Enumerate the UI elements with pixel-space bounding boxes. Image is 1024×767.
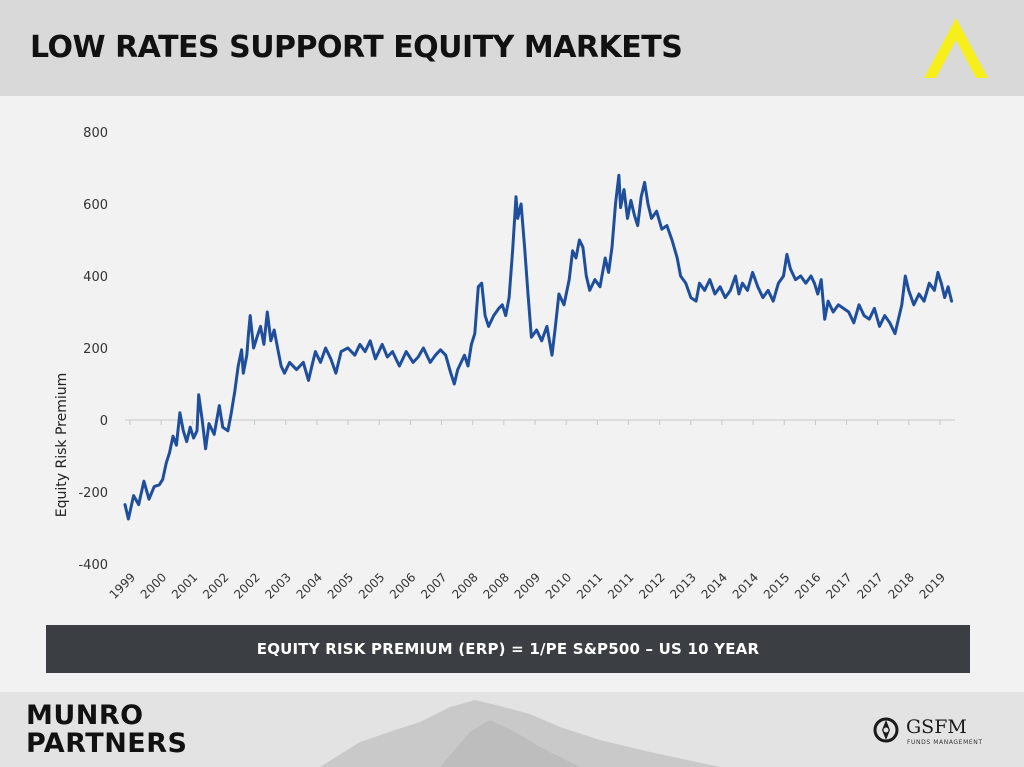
x-tick-label: 2007: [418, 570, 449, 601]
x-tick-label: 2018: [885, 570, 916, 601]
x-tick-label: 2000: [138, 570, 169, 601]
y-tick-label: -400: [78, 558, 108, 573]
y-tick-label: 600: [83, 198, 108, 213]
formula-text: EQUITY RISK PREMIUM (ERP) = 1/PE S&P500 …: [256, 640, 760, 658]
x-tick-label: 2010: [543, 570, 574, 601]
x-tick-label: 2012: [636, 570, 667, 601]
x-tick-label: 1999: [107, 570, 138, 601]
x-tick-label: 2003: [262, 570, 293, 601]
y-axis-label: Equity Risk Premium: [54, 373, 70, 517]
x-tick-label: 2006: [387, 570, 418, 601]
footer-bar: MUNRO PARTNERS GSFM FUNDS MANAGEMENT: [0, 692, 1024, 767]
x-tick-label: 2005: [325, 570, 356, 601]
x-tick-label: 2017: [854, 570, 885, 601]
munro-logo-line2: PARTNERS: [26, 728, 188, 759]
x-tick-label: 2011: [605, 570, 636, 601]
x-tick-label: 2008: [449, 570, 480, 601]
x-tick-label: 2001: [169, 570, 200, 601]
x-tick-label: 2002: [231, 570, 262, 601]
x-tick-label: 2002: [200, 570, 231, 601]
x-tick-label: 2004: [294, 570, 325, 601]
x-tick-label: 2016: [792, 570, 823, 601]
x-tick-label: 2005: [356, 570, 387, 601]
formula-banner: EQUITY RISK PREMIUM (ERP) = 1/PE S&P500 …: [46, 625, 970, 673]
y-tick-label: -200: [78, 486, 108, 501]
y-tick-label: 200: [83, 342, 108, 357]
chart-area: Equity Risk Premium 800 600 400 200 0 -200 -40…: [0, 96, 1024, 692]
gsfm-logo: GSFM FUNDS MANAGEMENT: [872, 714, 984, 750]
erp-line-chart: Equity Risk Premium 8006004002000-200-40…: [54, 126, 955, 602]
x-tick-label: 2017: [823, 570, 854, 601]
series-line: [123, 173, 954, 521]
x-tick-label: 2011: [574, 570, 605, 601]
mountain-background-image: [320, 700, 720, 767]
gsfm-name: GSFM: [906, 716, 967, 738]
x-tick-label: 2013: [667, 570, 698, 601]
x-tick-label: 2014: [699, 570, 730, 601]
header-bar: LOW RATES SUPPORT EQUITY MARKETS: [0, 0, 1024, 96]
y-tick-label: 400: [83, 270, 108, 285]
page-title: LOW RATES SUPPORT EQUITY MARKETS: [30, 30, 683, 65]
x-tick-label: 2015: [761, 570, 792, 601]
x-tick-label: 2009: [512, 570, 543, 601]
munro-logo-line1: MUNRO: [26, 700, 144, 731]
x-tick-label: 2008: [480, 570, 511, 601]
compass-icon: [873, 717, 899, 743]
x-tick-label: 2014: [730, 570, 761, 601]
gsfm-subtitle: FUNDS MANAGEMENT: [907, 739, 983, 746]
munro-partners-logo: MUNRO PARTNERS: [26, 702, 187, 758]
x-tick-label: 2019: [917, 570, 948, 601]
y-tick-label: 0: [100, 414, 108, 429]
y-tick-label: 800: [83, 126, 108, 141]
chevron-logo-icon: [924, 18, 988, 78]
